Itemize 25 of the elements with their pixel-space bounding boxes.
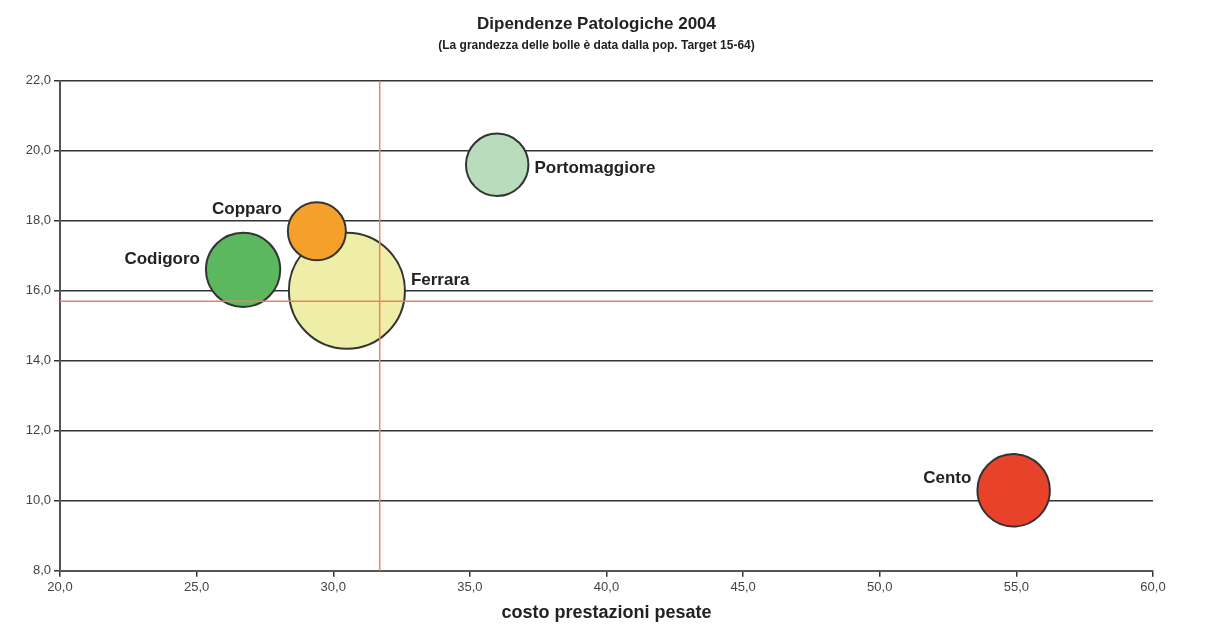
y-tick-label: 8,0 xyxy=(32,562,51,578)
x-tick-label: 55,0 xyxy=(1003,579,1030,595)
y-tick-label: 14,0 xyxy=(25,352,51,368)
x-tick-label: 60,0 xyxy=(1140,579,1166,595)
y-tick-label: 18,0 xyxy=(25,212,51,228)
y-tick-label: 16,0 xyxy=(25,282,51,298)
series-label: Ferrara xyxy=(410,270,471,290)
y-tick-label: 10,0 xyxy=(25,492,51,508)
series-label: Codigoro xyxy=(124,249,200,269)
series-label: Cento xyxy=(923,467,972,487)
y-tick-label: 12,0 xyxy=(25,422,51,438)
series-label: Copparo xyxy=(211,198,282,218)
y-tick-label: 22,0 xyxy=(25,72,51,88)
x-tick-label: 50,0 xyxy=(867,579,893,595)
chart-title: Dipendenze Patologiche 2004 xyxy=(476,13,717,33)
x-tick-label: 35,0 xyxy=(457,579,483,595)
x-tick-label: 30,0 xyxy=(320,579,346,595)
x-tick-label: 25,0 xyxy=(183,579,210,595)
series-label: Portomaggiore xyxy=(534,158,656,178)
chart-subtitle: (La grandezza delle bolle è data dalla pop. Target 15-64) xyxy=(438,37,755,52)
y-tick-label: 20,0 xyxy=(25,142,51,158)
x-tick-label: 45,0 xyxy=(730,579,756,595)
x-tick-label: 20,0 xyxy=(47,579,73,595)
x-tick-label: 40,0 xyxy=(593,579,620,595)
x-axis-title: costo prestazioni pesate xyxy=(501,602,712,623)
